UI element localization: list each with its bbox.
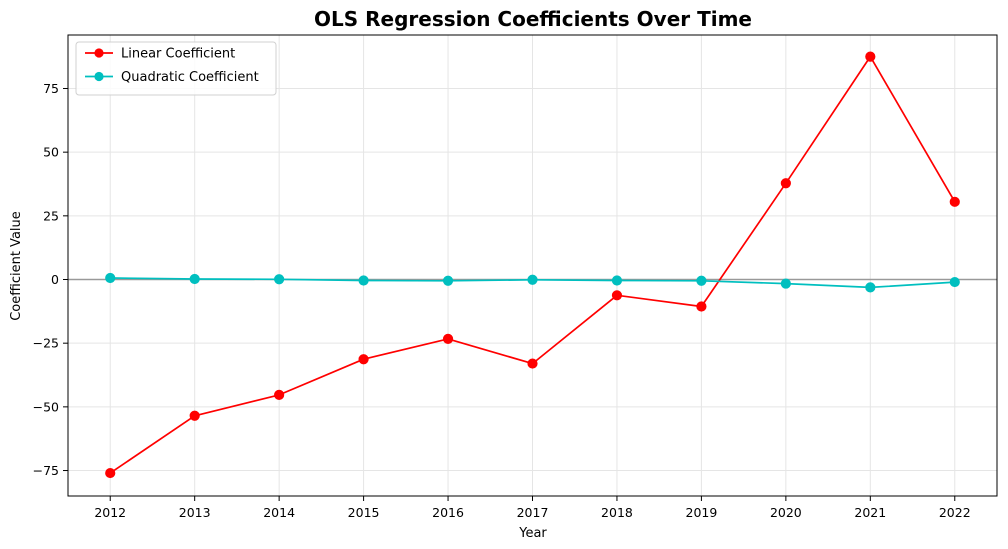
data-point xyxy=(527,274,538,285)
x-axis-label: Year xyxy=(518,526,547,541)
legend-label: Quadratic Coefficient xyxy=(121,70,259,85)
x-tick-label: 2013 xyxy=(179,505,211,520)
data-point xyxy=(865,282,876,293)
data-point xyxy=(274,389,285,400)
data-point xyxy=(780,178,791,189)
data-point xyxy=(696,275,707,286)
x-tick-label: 2014 xyxy=(263,505,295,520)
data-point xyxy=(949,196,960,207)
y-tick-label: 25 xyxy=(43,208,59,223)
legend: Linear Coefficient Quadratic Coefficient xyxy=(75,41,277,96)
y-tick-label: 75 xyxy=(43,81,59,96)
x-tick-label: 2019 xyxy=(686,505,718,520)
data-point xyxy=(865,51,876,62)
data-point xyxy=(105,467,116,479)
legend-marker xyxy=(94,48,104,58)
chart-title: OLS Regression Coefficients Over Time xyxy=(314,7,752,31)
x-tick-label: 2018 xyxy=(601,505,633,520)
data-point xyxy=(611,275,623,286)
data-point xyxy=(189,410,200,421)
y-axis-label: Coefficient Value xyxy=(9,211,24,321)
legend-marker xyxy=(94,71,104,82)
series-layer xyxy=(105,51,960,479)
x-tick-label: 2017 xyxy=(517,505,549,520)
data-point xyxy=(527,358,538,369)
x-tick-label: 2012 xyxy=(94,505,126,520)
data-point xyxy=(189,273,200,285)
x-tick-label: 2015 xyxy=(348,505,380,520)
y-tick-label: −50 xyxy=(33,399,59,414)
data-point xyxy=(358,275,369,286)
y-tick-label: −75 xyxy=(33,463,59,478)
x-tick-label: 2020 xyxy=(770,505,802,520)
x-tick-label: 2022 xyxy=(939,505,971,520)
x-tick-label: 2021 xyxy=(854,505,886,520)
data-point xyxy=(611,290,623,301)
legend-box xyxy=(75,41,277,96)
y-tick-label: 0 xyxy=(51,272,59,287)
data-point xyxy=(696,301,707,312)
data-point xyxy=(105,272,116,284)
legend-label: Linear Coefficient xyxy=(121,47,235,62)
data-point xyxy=(442,275,454,286)
y-tick-label: 50 xyxy=(43,145,59,160)
y-tick-label: −25 xyxy=(33,336,59,351)
data-point xyxy=(949,276,960,288)
data-point xyxy=(274,274,285,285)
series-1 xyxy=(105,51,960,479)
data-point xyxy=(442,333,454,344)
data-point xyxy=(780,278,791,289)
data-point xyxy=(358,354,369,365)
x-tick-label: 2016 xyxy=(432,505,464,520)
series-2 xyxy=(105,272,960,293)
tick-layer: 2012 2013 2014 2015 2016 2017 2018 2019 2020 2021… xyxy=(33,81,971,520)
grid-layer xyxy=(68,35,997,496)
